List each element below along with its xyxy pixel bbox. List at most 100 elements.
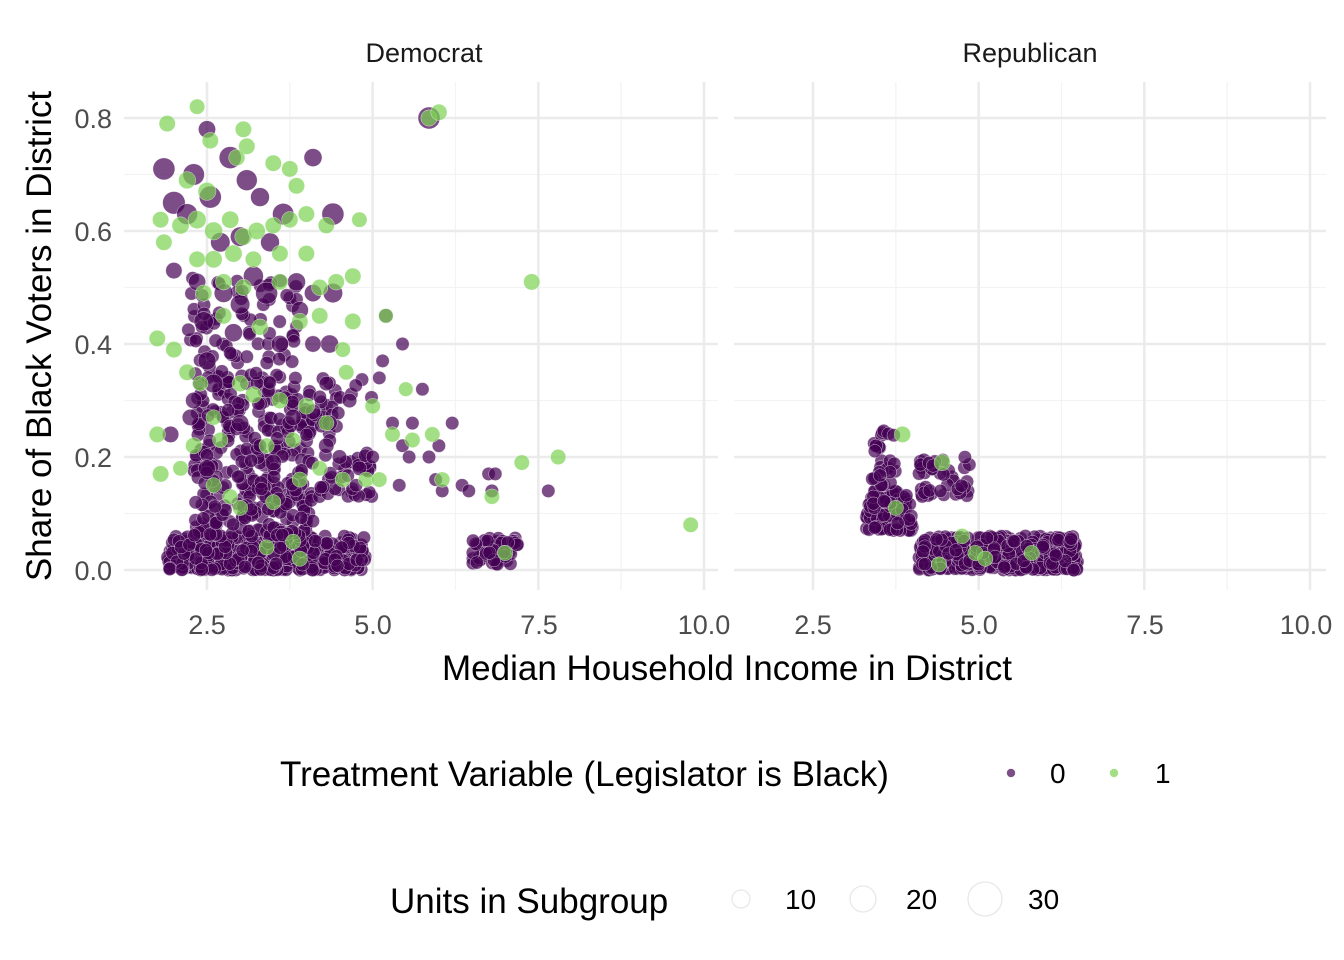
data-point xyxy=(239,349,254,364)
data-point xyxy=(273,540,287,555)
data-point xyxy=(338,364,355,381)
data-point xyxy=(226,517,241,532)
data-point xyxy=(344,267,362,285)
x-axis-ticks-republican: 2.5 5.0 7.5 10.0 xyxy=(794,610,1332,640)
data-point xyxy=(231,396,246,411)
data-point xyxy=(203,527,218,542)
y-tick-label: 0.2 xyxy=(74,443,112,473)
democrat-points xyxy=(148,98,699,577)
data-point xyxy=(171,216,190,235)
size-key-10 xyxy=(731,889,751,909)
data-point xyxy=(235,543,250,558)
republican-grid xyxy=(734,82,1326,590)
data-point xyxy=(305,514,320,529)
data-point xyxy=(351,211,368,228)
data-point xyxy=(194,562,209,577)
data-point xyxy=(247,222,266,240)
data-point xyxy=(284,408,302,426)
data-point xyxy=(1023,545,1040,561)
data-point xyxy=(259,355,274,370)
data-point xyxy=(244,453,259,468)
data-point xyxy=(954,528,971,545)
data-point xyxy=(297,205,315,223)
data-point xyxy=(287,272,306,292)
data-point xyxy=(331,449,348,465)
data-point xyxy=(264,216,282,234)
x-tick-label: 5.0 xyxy=(960,610,998,640)
data-point xyxy=(285,533,302,550)
data-point xyxy=(205,477,222,494)
data-point xyxy=(205,409,222,426)
data-point xyxy=(445,416,460,431)
data-point xyxy=(308,534,323,549)
data-point xyxy=(152,157,176,181)
data-point xyxy=(285,354,300,369)
data-point xyxy=(215,273,233,291)
data-point xyxy=(152,211,170,229)
data-point xyxy=(251,318,269,336)
data-point xyxy=(223,346,238,360)
data-point xyxy=(195,284,213,302)
data-point xyxy=(311,279,329,296)
data-point xyxy=(148,425,166,443)
data-point xyxy=(224,323,243,342)
data-point xyxy=(997,560,1012,575)
data-point xyxy=(867,444,882,459)
data-point xyxy=(318,437,335,454)
data-point xyxy=(354,553,369,567)
data-point xyxy=(422,450,436,464)
data-point xyxy=(916,544,930,559)
facet-label-republican: Republican xyxy=(962,38,1097,68)
data-point xyxy=(288,177,305,195)
data-point xyxy=(208,499,222,514)
data-point xyxy=(208,333,223,348)
y-axis-title: Share of Black Voters in District xyxy=(20,91,59,581)
data-point xyxy=(215,307,233,325)
data-point xyxy=(258,539,275,556)
data-point xyxy=(271,245,289,263)
x-tick-label: 10.0 xyxy=(1280,610,1333,640)
data-point xyxy=(980,531,994,545)
data-point xyxy=(188,333,203,348)
data-point xyxy=(279,288,294,303)
data-point xyxy=(378,308,394,324)
x-tick-label: 10.0 xyxy=(678,610,731,640)
data-point xyxy=(291,550,308,567)
data-point xyxy=(461,483,476,498)
data-point xyxy=(204,221,223,241)
data-point xyxy=(204,250,223,269)
data-point xyxy=(415,382,430,397)
data-point xyxy=(1064,531,1079,546)
data-point xyxy=(185,392,203,409)
data-point xyxy=(221,210,240,229)
data-point xyxy=(948,543,963,558)
data-point xyxy=(873,468,887,483)
size-legend-title: Units in Subgroup xyxy=(390,882,668,921)
data-point xyxy=(238,137,256,155)
data-point xyxy=(541,483,556,498)
data-point xyxy=(523,273,541,291)
data-point xyxy=(304,335,322,353)
data-point xyxy=(469,555,484,570)
legend-label-0: 0 xyxy=(1050,758,1066,789)
data-point xyxy=(275,527,290,542)
data-point xyxy=(384,426,401,443)
data-point xyxy=(189,551,204,566)
data-point xyxy=(148,329,166,347)
data-point xyxy=(303,148,323,167)
data-point xyxy=(192,375,209,392)
data-point xyxy=(265,494,282,511)
data-point xyxy=(365,450,380,464)
data-point xyxy=(188,495,203,510)
legend-label-1: 1 xyxy=(1155,758,1171,789)
data-point xyxy=(405,416,420,431)
data-point xyxy=(917,557,932,572)
data-point xyxy=(318,375,334,392)
data-point xyxy=(201,132,219,150)
x-tick-label: 7.5 xyxy=(1126,610,1164,640)
data-point xyxy=(313,480,328,495)
color-legend: Treatment Variable (Legislator is Black)… xyxy=(280,755,1171,794)
data-point xyxy=(334,341,351,358)
data-point xyxy=(267,469,281,484)
data-point xyxy=(424,426,441,443)
